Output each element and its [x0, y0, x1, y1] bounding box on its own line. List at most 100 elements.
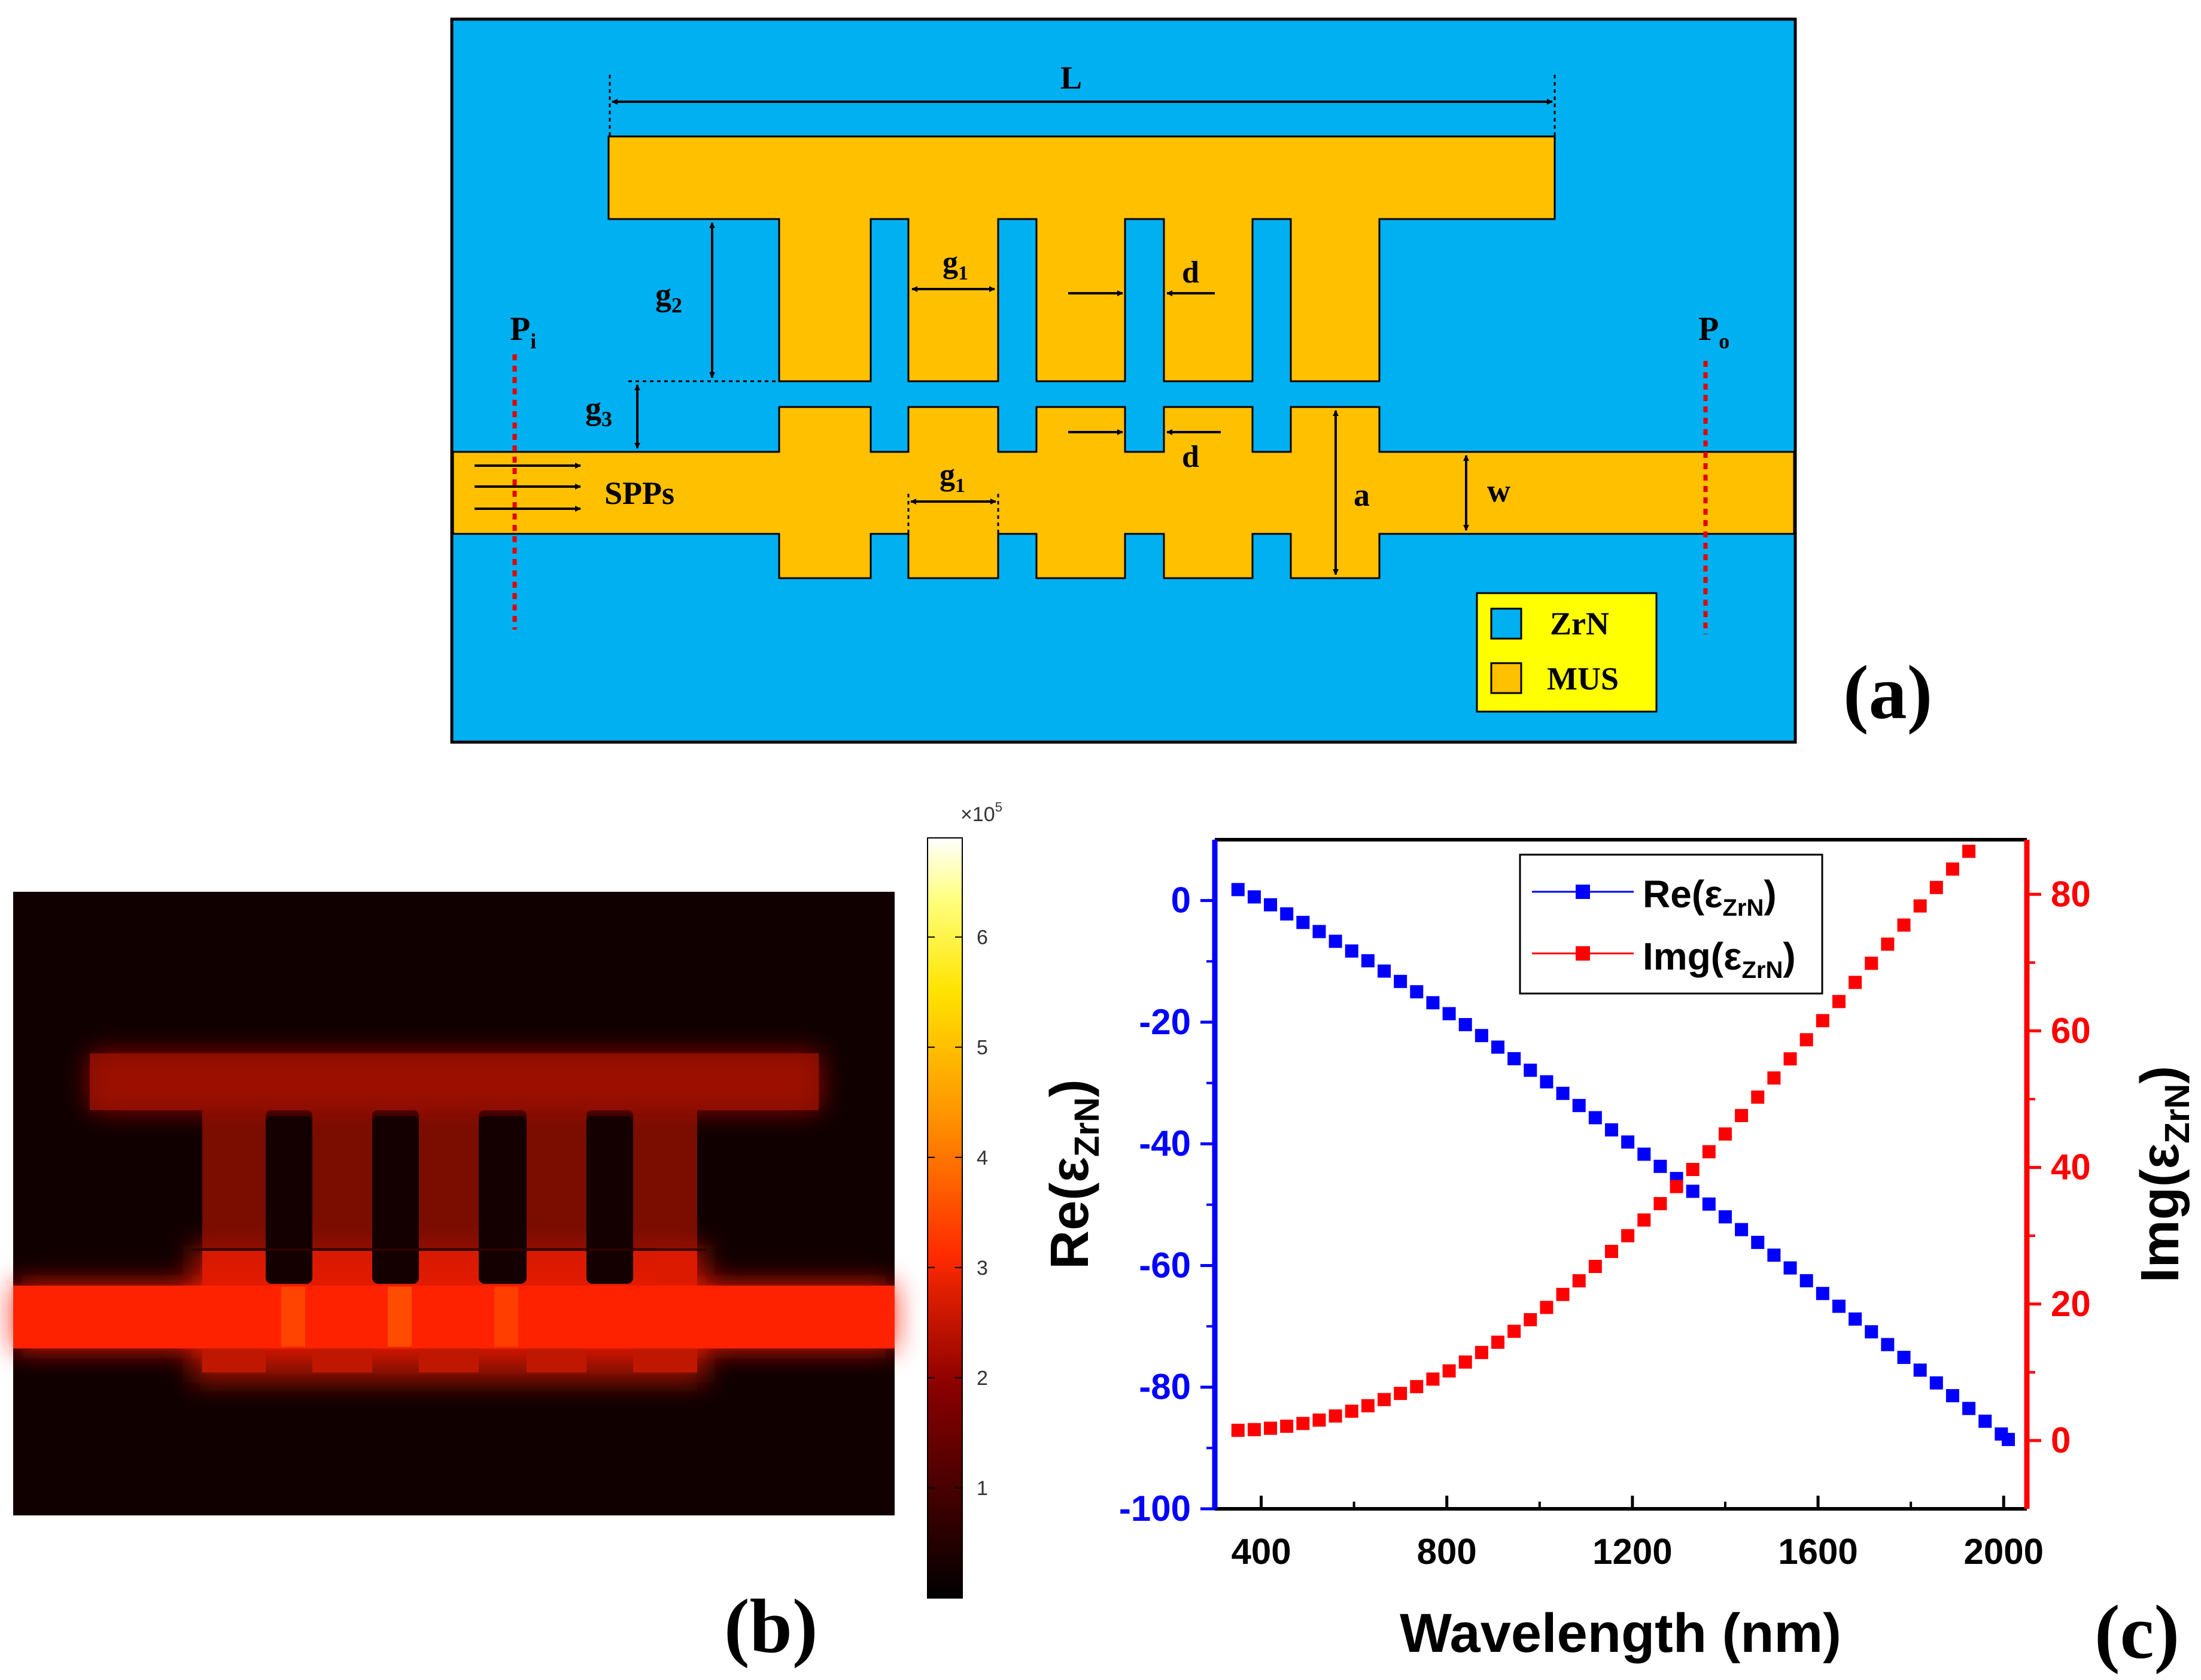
legend-swatch-zrn	[1490, 607, 1522, 640]
re-point	[1491, 1040, 1505, 1054]
img-point	[1702, 1145, 1716, 1159]
legend-label-img: Img(εZrN)	[1643, 935, 1796, 983]
re-point	[1962, 1402, 1976, 1415]
re-point	[1653, 1159, 1667, 1173]
img-point	[1604, 1244, 1618, 1258]
re-point	[1929, 1376, 1943, 1390]
img-point	[1507, 1324, 1521, 1338]
img-point	[1816, 1014, 1829, 1028]
img-point	[1247, 1423, 1261, 1436]
img-point	[1361, 1399, 1375, 1412]
top-resonator	[607, 135, 1556, 382]
dim-g3-label: g3	[585, 390, 612, 431]
re-point	[1945, 1389, 1959, 1402]
re-point	[1264, 898, 1278, 912]
re-point	[1572, 1099, 1586, 1113]
legend-swatch-mus	[1490, 662, 1522, 694]
re-point	[1475, 1029, 1488, 1043]
re-point	[1702, 1197, 1716, 1211]
field-gap-4	[586, 1116, 633, 1284]
re-point	[1394, 974, 1407, 988]
img-point	[1637, 1213, 1651, 1227]
dim-g2-label: g2	[655, 277, 682, 317]
marks-layer	[1231, 844, 2015, 1447]
bus-waveguide	[452, 406, 1795, 579]
x-tick-label: 400	[1231, 1532, 1291, 1572]
tick-layer: 400 800 1200 1600 2000 0 -20 -40 -60 -80 -100 0 20 40…	[1119, 874, 2091, 1572]
y-left-tick-label: -60	[1139, 1245, 1191, 1285]
re-point	[1913, 1363, 1927, 1377]
y-left-axis-title: Re(εZrN)	[1040, 1079, 1106, 1269]
img-point	[1751, 1090, 1765, 1104]
y-left-tick-label: -100	[1119, 1488, 1191, 1529]
field-stub-2	[312, 1348, 372, 1372]
re-point	[1718, 1210, 1732, 1224]
re-point	[1686, 1184, 1700, 1198]
re-point	[1458, 1017, 1472, 1031]
colorbar-ticks: 1 2 3 4 5 6	[928, 926, 988, 1500]
re-point	[1799, 1274, 1813, 1287]
re-point	[1442, 1007, 1456, 1020]
img-point	[1832, 995, 1846, 1008]
panel-c-label: (c)	[2094, 1590, 2179, 1675]
re-point	[1881, 1338, 1895, 1351]
img-point	[1312, 1413, 1326, 1427]
colorbar-exponent: ×105	[960, 800, 1002, 826]
panel-b-label: (b)	[724, 1584, 817, 1669]
port-in-label: Pi	[510, 311, 536, 353]
img-point	[1913, 899, 1927, 913]
img-point	[1670, 1180, 1683, 1193]
re-point	[1556, 1086, 1570, 1100]
img-point	[1378, 1393, 1391, 1406]
img-point	[1881, 937, 1895, 951]
y-right-axis-title: Img(εZrN)	[2130, 1066, 2197, 1283]
img-point	[1897, 918, 1911, 932]
img-point	[1264, 1421, 1278, 1435]
chart-legend: Re(εZrN) Img(εZrN)	[1519, 853, 1823, 995]
y-right-tick-label: 20	[2051, 1284, 2091, 1324]
dim-d-top-label: d	[1182, 256, 1199, 290]
colorbar-tick-label: 3	[977, 1257, 988, 1280]
field-hotspot-3	[494, 1287, 518, 1347]
re-point	[1410, 985, 1424, 999]
dim-d-bottom-label: d	[1182, 440, 1199, 474]
field-gap-1	[266, 1116, 312, 1284]
img-point	[1394, 1387, 1407, 1400]
re-point	[1280, 907, 1294, 920]
img-point	[1686, 1163, 1700, 1177]
field-gap-2	[372, 1116, 419, 1284]
img-point	[1849, 976, 1862, 989]
field-resonator	[90, 1053, 819, 1284]
img-point	[1280, 1419, 1294, 1433]
img-point	[1865, 956, 1878, 970]
port-out-label: Po	[1698, 311, 1729, 353]
field-stub-1	[202, 1348, 266, 1372]
re-point	[1361, 954, 1375, 968]
re-point	[1588, 1111, 1602, 1125]
colorbar-tick-label: 1	[977, 1477, 988, 1500]
img-point	[1491, 1335, 1505, 1349]
re-point	[1637, 1147, 1651, 1161]
field-gap-3	[479, 1116, 527, 1284]
re-point	[1540, 1075, 1554, 1089]
img-point	[1767, 1071, 1781, 1085]
field-stub-3	[419, 1348, 479, 1372]
colorbar-tick-label: 4	[977, 1147, 988, 1169]
re-point	[1978, 1414, 1992, 1428]
img-point	[1296, 1417, 1310, 1430]
y-left-tick-label: 0	[1171, 880, 1191, 920]
re-point	[2001, 1433, 2015, 1447]
re-point	[1426, 996, 1440, 1010]
img-point	[1426, 1372, 1440, 1386]
re-point	[1849, 1312, 1862, 1326]
colorbar-tick-label: 5	[977, 1037, 988, 1059]
img-point	[1621, 1229, 1635, 1242]
chart-legend-box	[1519, 853, 1823, 995]
re-point	[1507, 1052, 1521, 1065]
legend-label-mus: MUS	[1547, 661, 1619, 697]
re-point	[1621, 1135, 1635, 1149]
img-point	[1458, 1355, 1472, 1369]
re-point	[1604, 1123, 1618, 1137]
field-hotspot-2	[388, 1287, 412, 1347]
